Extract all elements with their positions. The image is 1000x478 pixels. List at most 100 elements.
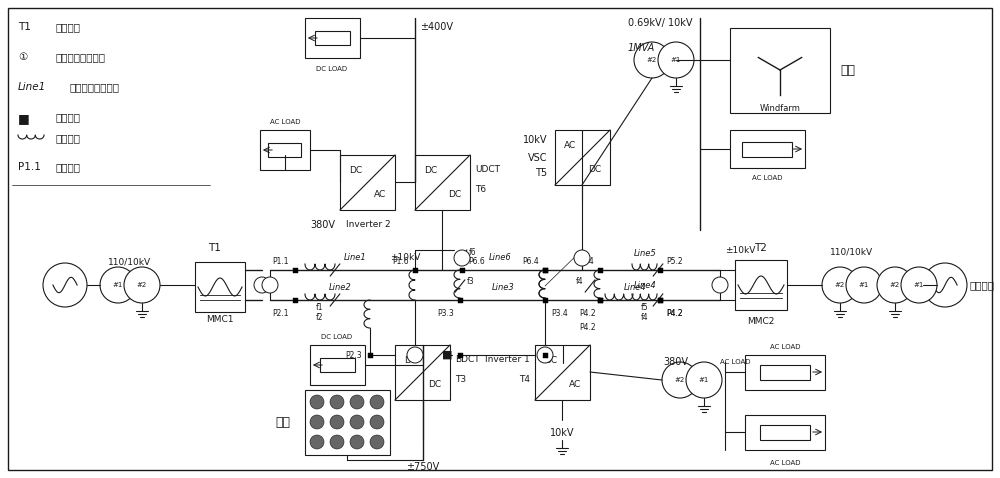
Text: f6: f6 xyxy=(469,248,477,257)
Bar xyxy=(292,268,298,272)
Text: f4: f4 xyxy=(575,278,583,286)
Circle shape xyxy=(662,362,698,398)
Bar xyxy=(745,415,825,450)
Bar xyxy=(598,268,602,272)
Bar xyxy=(458,297,462,303)
Text: UDCT: UDCT xyxy=(475,165,500,174)
Text: #1: #1 xyxy=(113,282,123,288)
Circle shape xyxy=(454,250,470,266)
Text: Line6: Line6 xyxy=(489,253,511,262)
Bar xyxy=(268,143,301,157)
Text: Line1: Line1 xyxy=(18,82,46,92)
Text: Line4: Line4 xyxy=(624,283,646,293)
Bar xyxy=(305,18,360,58)
Circle shape xyxy=(350,415,364,429)
Text: #1: #1 xyxy=(699,377,709,383)
Text: f3: f3 xyxy=(467,278,475,286)
Text: ⑥: ⑥ xyxy=(458,253,466,262)
Text: DC: DC xyxy=(544,356,557,365)
Circle shape xyxy=(634,42,670,78)
Bar xyxy=(260,130,310,170)
Bar xyxy=(730,28,830,113)
Text: Line2: Line2 xyxy=(329,283,351,293)
Text: T2: T2 xyxy=(755,243,767,253)
Text: P5.2: P5.2 xyxy=(666,258,683,267)
Text: 交流系统: 交流系统 xyxy=(970,280,995,290)
Text: Line5: Line5 xyxy=(634,250,656,259)
Text: #1: #1 xyxy=(914,282,924,288)
Text: f5: f5 xyxy=(641,304,649,313)
Bar xyxy=(730,130,805,168)
Text: ①: ① xyxy=(266,281,274,290)
Text: BDCT: BDCT xyxy=(455,356,480,365)
Text: f2: f2 xyxy=(316,314,324,323)
Bar xyxy=(735,260,787,310)
Circle shape xyxy=(877,267,913,303)
Circle shape xyxy=(574,250,590,266)
Text: ③: ③ xyxy=(411,350,419,359)
Circle shape xyxy=(254,277,270,293)
Bar xyxy=(555,130,610,185)
Circle shape xyxy=(658,42,694,78)
Text: ±750V: ±750V xyxy=(406,462,440,472)
Text: Line4: Line4 xyxy=(634,282,656,291)
Bar xyxy=(415,155,470,210)
Text: DC LOAD: DC LOAD xyxy=(321,334,353,340)
Bar xyxy=(413,268,418,272)
Bar xyxy=(598,297,602,303)
Text: 0.69kV/ 10kV: 0.69kV/ 10kV xyxy=(628,18,692,28)
Circle shape xyxy=(310,435,324,449)
Text: P1.6: P1.6 xyxy=(392,258,409,267)
Text: 保护装置: 保护装置 xyxy=(55,112,80,122)
Circle shape xyxy=(330,435,344,449)
Text: AC LOAD: AC LOAD xyxy=(270,119,300,125)
Circle shape xyxy=(407,347,423,363)
Circle shape xyxy=(370,435,384,449)
Text: P2.3: P2.3 xyxy=(345,350,362,359)
Text: DC: DC xyxy=(349,166,362,175)
Text: ±400V: ±400V xyxy=(420,22,453,32)
Circle shape xyxy=(370,415,384,429)
Bar xyxy=(658,297,662,303)
Text: P1.1: P1.1 xyxy=(272,258,289,267)
Text: AC LOAD: AC LOAD xyxy=(720,359,750,365)
Text: 风机: 风机 xyxy=(840,64,855,76)
Circle shape xyxy=(262,277,278,293)
Text: P4.2: P4.2 xyxy=(666,308,683,317)
Bar xyxy=(315,31,350,45)
Text: 10kV: 10kV xyxy=(522,135,547,145)
Text: ±10kV: ±10kV xyxy=(725,246,755,254)
Circle shape xyxy=(901,267,937,303)
Text: ⑤: ⑤ xyxy=(578,253,586,262)
Text: P4.2: P4.2 xyxy=(579,324,596,333)
Text: AC LOAD: AC LOAD xyxy=(770,344,800,350)
Text: #1: #1 xyxy=(671,57,681,63)
Text: Windfarm: Windfarm xyxy=(760,104,800,112)
Circle shape xyxy=(846,267,882,303)
Circle shape xyxy=(822,267,858,303)
Text: DC: DC xyxy=(448,190,461,199)
Bar xyxy=(460,268,464,272)
Circle shape xyxy=(330,415,344,429)
Text: P3.4: P3.4 xyxy=(551,308,568,317)
Text: Inverter 1: Inverter 1 xyxy=(485,356,530,365)
Bar xyxy=(368,352,372,358)
Text: DC: DC xyxy=(404,356,417,365)
Text: P3.3: P3.3 xyxy=(437,308,454,317)
Text: DC LOAD: DC LOAD xyxy=(316,66,348,72)
Text: ①: ① xyxy=(258,281,266,290)
Circle shape xyxy=(923,263,967,307)
Text: Line1: Line1 xyxy=(344,253,366,262)
Text: 380V: 380V xyxy=(310,220,335,230)
Bar xyxy=(458,352,462,358)
Text: T4: T4 xyxy=(519,376,530,384)
Circle shape xyxy=(330,395,344,409)
Bar xyxy=(760,425,810,440)
Text: #2: #2 xyxy=(890,282,900,288)
Text: DC: DC xyxy=(428,380,441,389)
Circle shape xyxy=(124,267,160,303)
Text: f4: f4 xyxy=(641,314,649,323)
Bar xyxy=(760,365,810,380)
Bar xyxy=(658,268,662,272)
Bar xyxy=(395,345,450,400)
